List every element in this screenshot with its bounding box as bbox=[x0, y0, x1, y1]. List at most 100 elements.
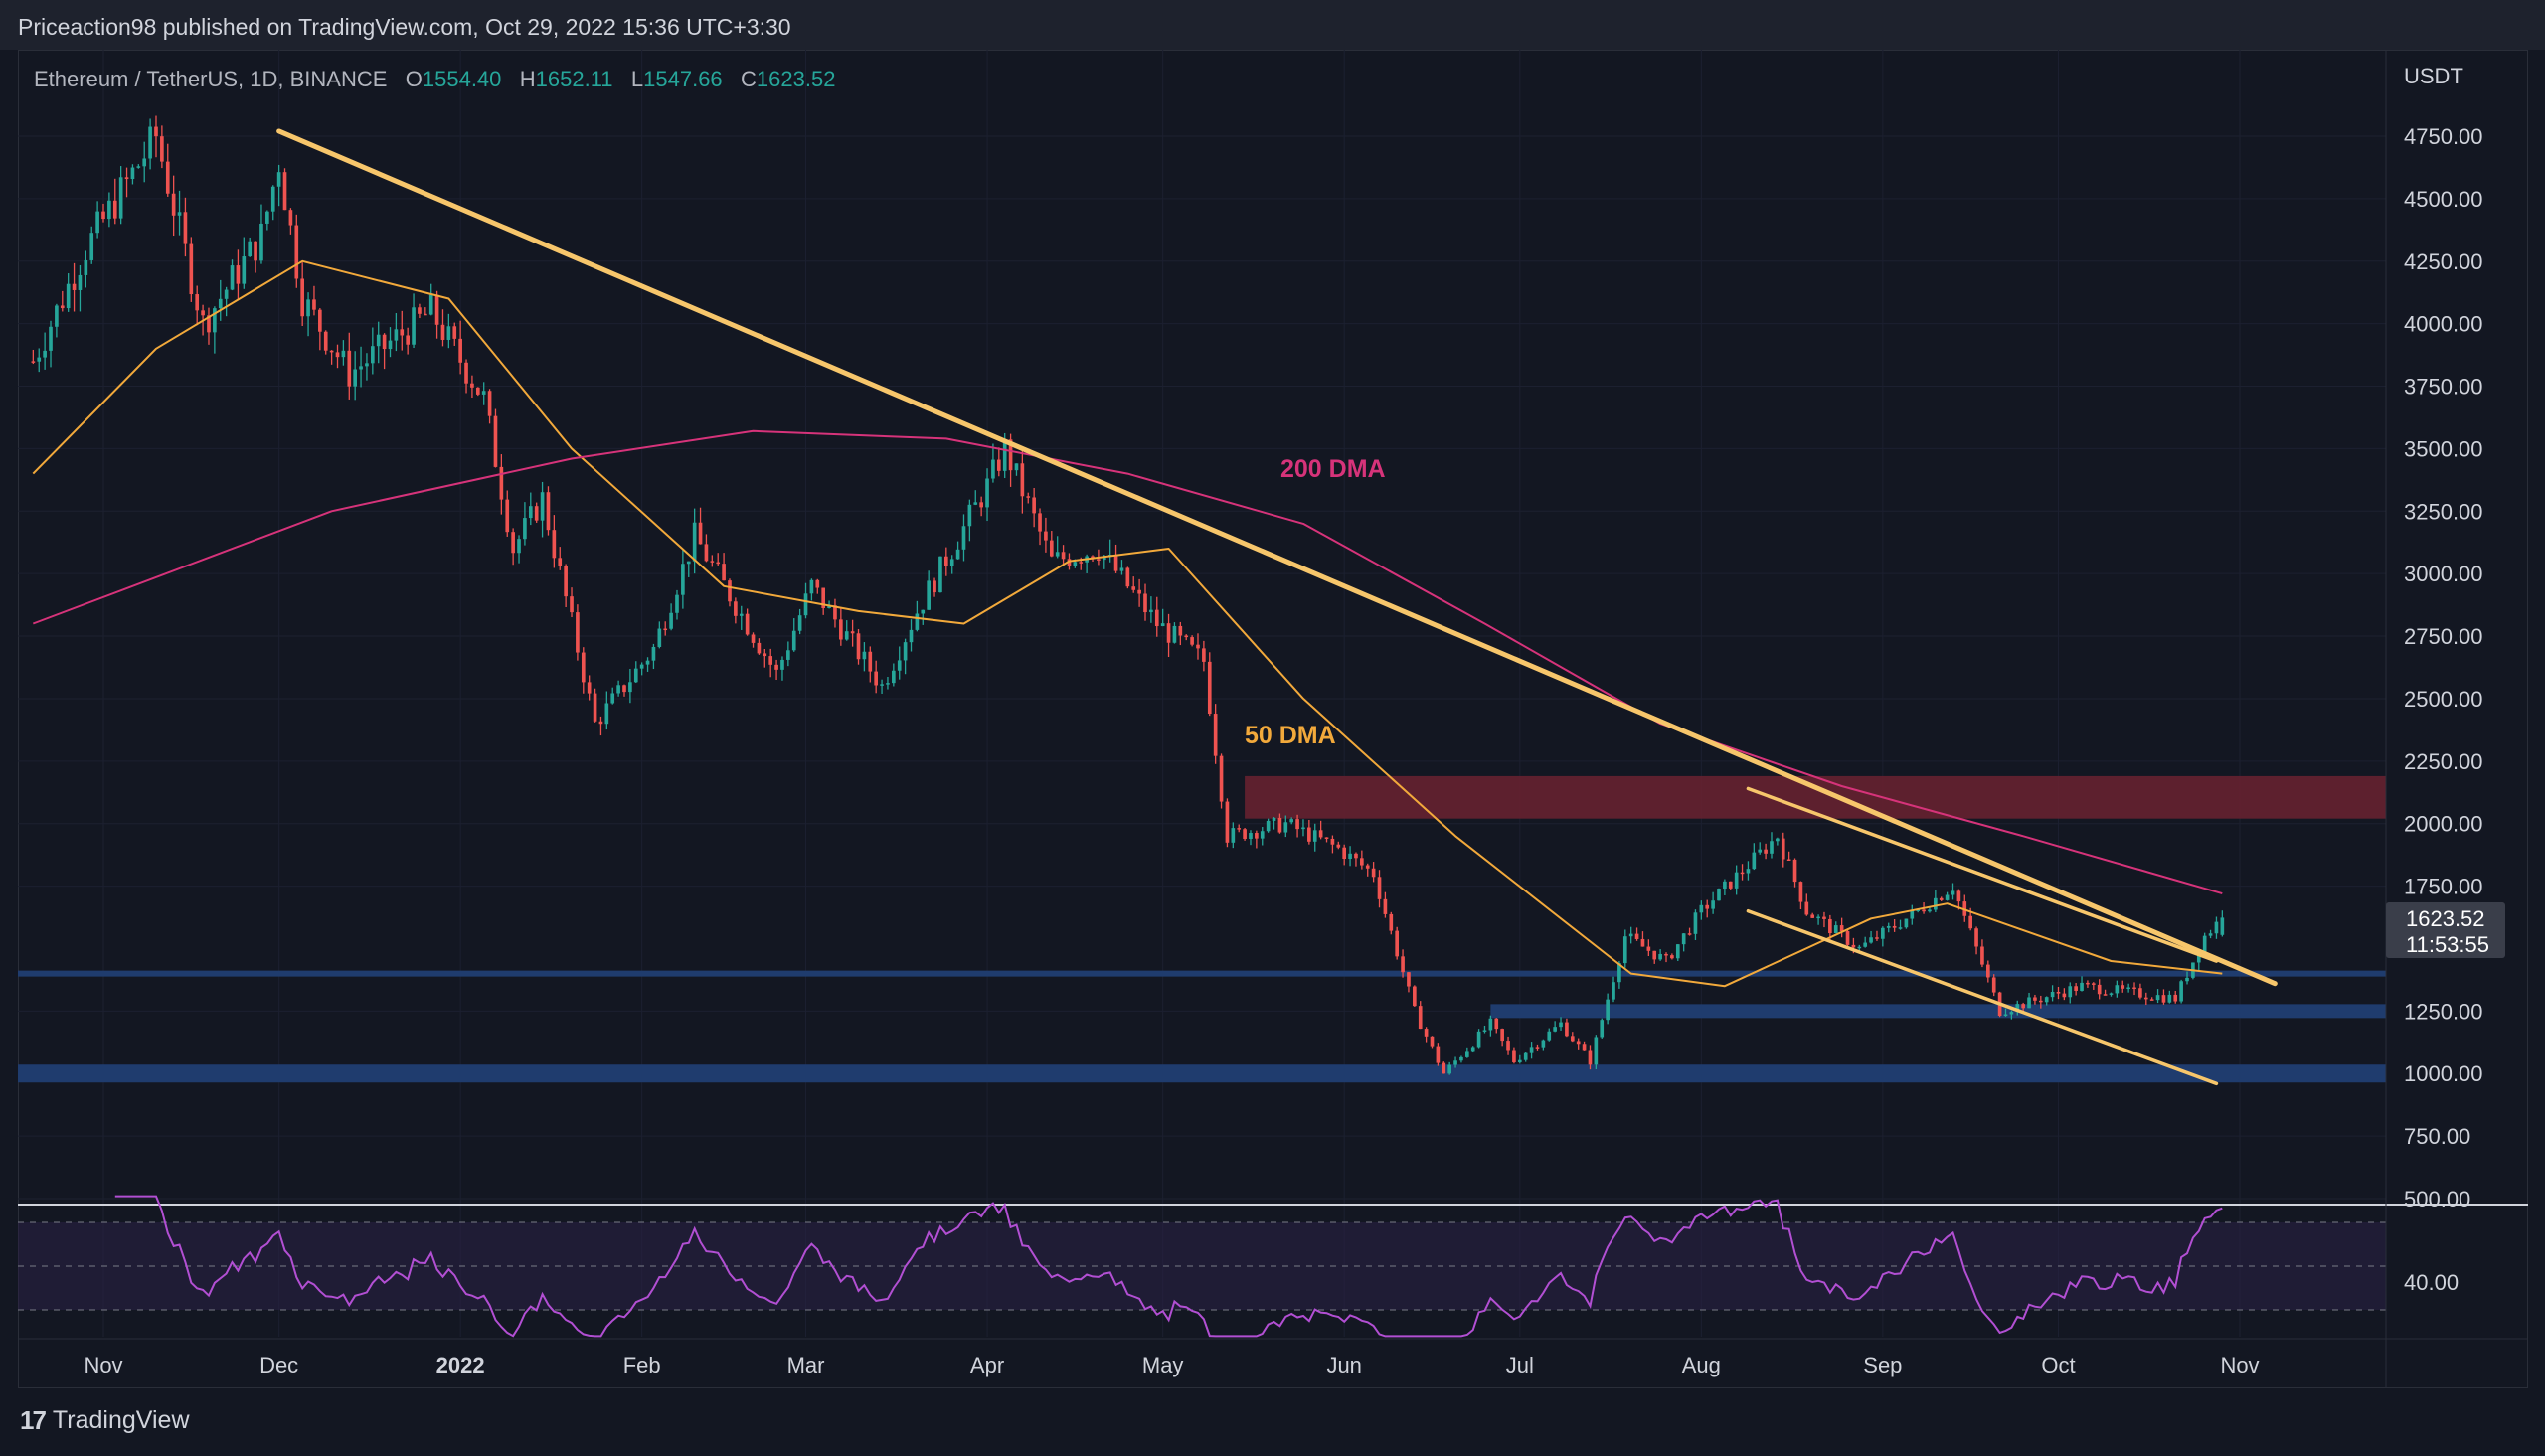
rsi-axis-label: 40.00 bbox=[2404, 1270, 2459, 1295]
candle-body bbox=[2185, 977, 2189, 982]
ohlc-legend: Ethereum / TetherUS, 1D, BINANCE O1554.4… bbox=[34, 67, 835, 92]
candle-body bbox=[2138, 988, 2142, 998]
candle-body bbox=[949, 559, 954, 566]
candle-body bbox=[1447, 1064, 1451, 1074]
candle-body bbox=[1687, 933, 1692, 935]
candle-body bbox=[288, 210, 293, 226]
candle-body bbox=[130, 167, 135, 180]
candle-body bbox=[921, 609, 926, 614]
support-zone-1000 bbox=[18, 1064, 2386, 1083]
time-tick-label: Sep bbox=[1863, 1353, 1902, 1377]
candle-body bbox=[1512, 1050, 1516, 1063]
candle-body bbox=[587, 682, 592, 694]
candle-body bbox=[1588, 1050, 1593, 1065]
candle-body bbox=[528, 506, 533, 519]
candle-body bbox=[1190, 637, 1194, 645]
candle-body bbox=[1517, 1059, 1522, 1063]
candle-body bbox=[1622, 936, 1627, 964]
candle-body bbox=[833, 605, 837, 620]
candle-body bbox=[827, 605, 831, 609]
candle-body bbox=[1892, 925, 1897, 928]
price-tick-label: 2750.00 bbox=[2404, 624, 2483, 649]
candle-body bbox=[1857, 946, 1862, 949]
candle-body bbox=[1336, 844, 1341, 848]
candle-body bbox=[446, 326, 451, 340]
time-tick-label: Feb bbox=[623, 1353, 661, 1377]
candle-body bbox=[809, 579, 814, 594]
candle-body bbox=[259, 223, 263, 261]
candle-body bbox=[412, 307, 416, 345]
candle-body bbox=[892, 670, 896, 684]
candle-body bbox=[2132, 987, 2136, 990]
candle-body bbox=[938, 556, 942, 593]
candle-body bbox=[2115, 985, 2120, 994]
candle-body bbox=[2009, 1012, 2014, 1015]
candle-body bbox=[242, 256, 247, 284]
candle-body bbox=[2220, 917, 2225, 935]
price-tick-label: 4250.00 bbox=[2404, 249, 2483, 274]
candle-body bbox=[616, 685, 620, 694]
candle-body bbox=[979, 502, 983, 508]
candle-body bbox=[558, 558, 563, 566]
candle-body bbox=[329, 350, 334, 353]
candle-body bbox=[1172, 625, 1177, 643]
candle-body bbox=[517, 539, 521, 554]
candle-body bbox=[1740, 872, 1745, 875]
candle-body bbox=[1459, 1056, 1463, 1061]
candle-body bbox=[511, 532, 515, 554]
candle-body bbox=[850, 631, 855, 634]
candle-body bbox=[1436, 1046, 1441, 1063]
50-dma-line bbox=[32, 259, 2223, 988]
candle-body bbox=[1600, 1020, 1605, 1038]
candle-body bbox=[1506, 1041, 1510, 1051]
candles bbox=[31, 115, 2225, 1075]
candle-body bbox=[1301, 827, 1305, 830]
candle-body bbox=[943, 556, 948, 566]
candle-body bbox=[897, 660, 902, 671]
candle-body bbox=[1570, 1036, 1575, 1042]
candle-body bbox=[487, 391, 492, 416]
candle-body bbox=[1670, 955, 1674, 959]
candle-body bbox=[306, 299, 310, 317]
candle-body bbox=[312, 299, 316, 310]
candle-body bbox=[704, 544, 709, 562]
candle-body bbox=[60, 305, 65, 309]
tradingview-brand[interactable]: 17 TradingView bbox=[20, 1405, 190, 1436]
candle-body bbox=[903, 642, 908, 661]
candle-body bbox=[2143, 997, 2148, 1000]
candle-body bbox=[254, 241, 257, 261]
candle-body bbox=[1312, 830, 1317, 842]
candle-body bbox=[1119, 567, 1124, 571]
footer-bar bbox=[0, 1391, 2545, 1456]
candle-body bbox=[1097, 559, 1101, 561]
candle-body bbox=[89, 233, 94, 260]
candle-body bbox=[177, 212, 182, 216]
candle-body bbox=[1652, 950, 1657, 960]
candle-body bbox=[669, 612, 673, 629]
candle-body bbox=[1318, 830, 1323, 838]
candle-body bbox=[1898, 927, 1903, 929]
candle-body bbox=[739, 613, 744, 616]
candle-body bbox=[1049, 540, 1054, 557]
candle-body bbox=[1746, 869, 1751, 874]
candle-body bbox=[1881, 927, 1885, 939]
candle-body bbox=[1810, 914, 1815, 918]
candle-body bbox=[1255, 833, 1259, 839]
candle-body bbox=[1137, 589, 1141, 594]
candle-body bbox=[218, 298, 223, 309]
candle-body bbox=[1038, 513, 1042, 532]
candle-body bbox=[236, 265, 241, 284]
price-tick-label: 1750.00 bbox=[2404, 875, 2483, 899]
candle-body bbox=[1980, 946, 1984, 965]
candle-body bbox=[136, 166, 141, 168]
candle-body bbox=[622, 685, 626, 693]
candle-body bbox=[815, 579, 820, 588]
price-tick-label: 4500.00 bbox=[2404, 187, 2483, 212]
candle-body bbox=[1407, 972, 1411, 987]
candle-body bbox=[2161, 995, 2166, 1003]
candle-body bbox=[1026, 496, 1031, 498]
candle-body bbox=[201, 310, 205, 316]
candle-body bbox=[165, 161, 170, 194]
candle-body bbox=[270, 186, 275, 212]
